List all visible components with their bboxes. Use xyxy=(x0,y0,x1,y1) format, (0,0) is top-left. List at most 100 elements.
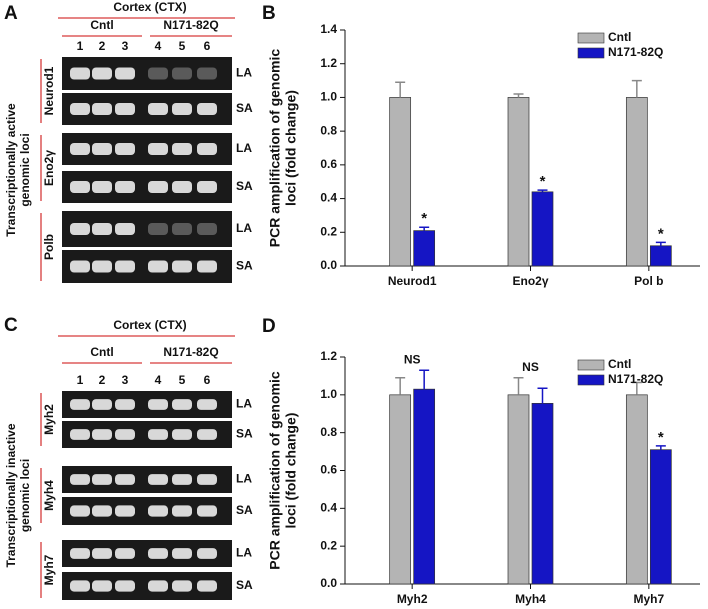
bar xyxy=(413,388,436,585)
band-label: LA xyxy=(236,141,252,155)
legend-label: Cntl xyxy=(608,357,631,371)
band-label: LA xyxy=(236,221,252,235)
gel-band xyxy=(70,505,90,517)
y-tick-label: 0.6 xyxy=(320,157,337,171)
y-tick-label: 0.8 xyxy=(320,123,337,137)
legend-label: Cntl xyxy=(608,30,631,44)
gene-label: Neurod1 xyxy=(42,66,56,115)
gel-band xyxy=(172,67,192,80)
gel-band xyxy=(92,67,112,80)
group-label: Cntl xyxy=(90,18,113,32)
gel-band xyxy=(70,103,90,115)
bar xyxy=(389,97,412,267)
gel-band xyxy=(148,580,168,592)
gel-band xyxy=(115,181,135,193)
gel-band xyxy=(197,260,217,273)
gel-band xyxy=(148,429,168,440)
gel-band xyxy=(148,548,168,559)
band-label: LA xyxy=(236,66,252,80)
gel-band xyxy=(70,67,90,80)
y-tick-label: 0.0 xyxy=(320,258,337,272)
significance: * xyxy=(540,173,546,190)
y-tick-label: 0.2 xyxy=(320,538,337,552)
y-tick-label: 0.4 xyxy=(320,501,337,515)
lane-number: 3 xyxy=(122,373,129,387)
y-tick-label: 0.0 xyxy=(320,576,337,590)
legend-label: N171-82Q xyxy=(608,372,663,386)
gene-label: Myh4 xyxy=(42,480,56,511)
gel-band xyxy=(115,505,135,517)
band-label: LA xyxy=(236,397,252,411)
gel-band xyxy=(197,67,217,80)
gel-band xyxy=(115,223,135,235)
significance: * xyxy=(658,429,664,446)
gel-band xyxy=(172,223,192,235)
gel-band xyxy=(92,505,112,517)
x-tick-label: Pol b xyxy=(634,274,663,288)
y-axis-label: PCR amplification of genomic xyxy=(267,49,283,248)
gel-band xyxy=(172,474,192,485)
gel-band xyxy=(92,260,112,273)
group-label: N171-82Q xyxy=(163,18,218,32)
gel-band xyxy=(92,181,112,193)
y-tick-label: 1.2 xyxy=(320,349,337,363)
gel-band xyxy=(92,548,112,559)
bar xyxy=(507,394,530,585)
legend-swatch xyxy=(577,374,605,386)
gel-band xyxy=(148,260,168,273)
group-label: Cntl xyxy=(90,345,113,359)
gene-label: Eno2γ xyxy=(42,150,56,186)
gel-band xyxy=(115,103,135,115)
group-label: N171-82Q xyxy=(163,345,218,359)
gel-band xyxy=(115,474,135,485)
gel-band xyxy=(70,548,90,559)
gel-band xyxy=(172,181,192,193)
gel-band xyxy=(92,429,112,440)
y-tick-label: 0.2 xyxy=(320,224,337,238)
bar xyxy=(625,394,648,585)
x-tick-label: Myh7 xyxy=(633,592,664,606)
gel-band xyxy=(92,474,112,485)
gel-band xyxy=(197,143,217,155)
gel-band xyxy=(172,143,192,155)
y-axis-label: loci (fold change) xyxy=(283,90,299,206)
lane-number: 5 xyxy=(179,373,186,387)
error-bar xyxy=(537,189,548,192)
side-label: genomic loci xyxy=(18,459,32,532)
gel-band xyxy=(92,103,112,115)
error-bar xyxy=(395,377,406,395)
gel-band xyxy=(148,505,168,517)
gel-band xyxy=(70,429,90,440)
gel-band xyxy=(197,580,217,592)
band-label: SA xyxy=(236,578,253,592)
gel-band xyxy=(70,399,90,410)
gel-band xyxy=(148,474,168,485)
error-bar xyxy=(419,226,430,231)
lane-number: 1 xyxy=(77,373,84,387)
lane-number: 2 xyxy=(99,39,106,53)
gel-band xyxy=(70,260,90,273)
legend-swatch xyxy=(577,32,605,44)
gel-header: Cortex (CTX) xyxy=(113,318,186,332)
lane-number: 1 xyxy=(77,39,84,53)
lane-number: 3 xyxy=(122,39,129,53)
error-bar xyxy=(419,369,430,390)
gene-label: Myh2 xyxy=(42,404,56,435)
gel-band xyxy=(92,223,112,235)
gel-band xyxy=(70,143,90,155)
gel-band xyxy=(70,580,90,592)
gel-band xyxy=(115,143,135,155)
lane-number: 6 xyxy=(204,373,211,387)
gel-band xyxy=(172,548,192,559)
x-tick-label: Eno2γ xyxy=(512,274,548,288)
significance: * xyxy=(658,225,664,242)
panel-label: B xyxy=(262,3,276,24)
gel-band xyxy=(70,223,90,235)
band-label: SA xyxy=(236,101,253,115)
panel-label: A xyxy=(4,3,18,24)
error-bar xyxy=(631,381,642,395)
gel-band xyxy=(115,580,135,592)
gel-band xyxy=(115,260,135,273)
gel-band xyxy=(70,181,90,193)
